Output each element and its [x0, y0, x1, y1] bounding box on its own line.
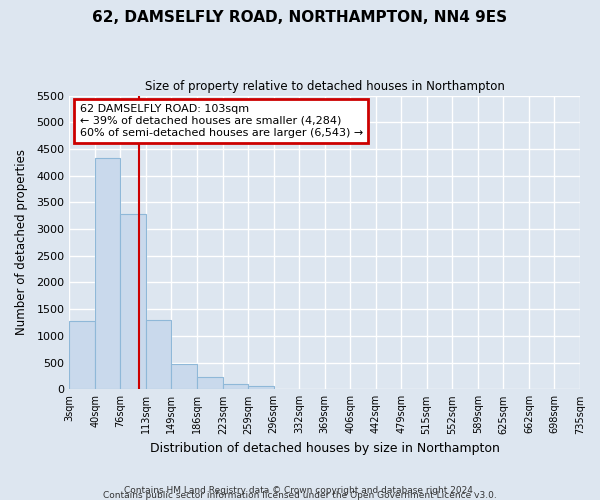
Bar [95, 158, 120, 390]
Text: 62 DAMSELFLY ROAD: 103sqm
← 39% of detached houses are smaller (4,284)
60% of se: 62 DAMSELFLY ROAD: 103sqm ← 39% of detac… [80, 104, 363, 138]
Bar [120, 214, 146, 390]
Bar [70, 322, 95, 390]
Bar [171, 364, 197, 390]
Text: Contains public sector information licensed under the Open Government Licence v3: Contains public sector information licen… [103, 491, 497, 500]
Bar [197, 377, 223, 390]
Y-axis label: Number of detached properties: Number of detached properties [15, 150, 28, 336]
Title: Size of property relative to detached houses in Northampton: Size of property relative to detached ho… [145, 80, 505, 93]
Text: 62, DAMSELFLY ROAD, NORTHAMPTON, NN4 9ES: 62, DAMSELFLY ROAD, NORTHAMPTON, NN4 9ES [92, 10, 508, 25]
Text: Contains HM Land Registry data © Crown copyright and database right 2024.: Contains HM Land Registry data © Crown c… [124, 486, 476, 495]
X-axis label: Distribution of detached houses by size in Northampton: Distribution of detached houses by size … [150, 442, 500, 455]
Bar [223, 384, 248, 390]
Bar [248, 386, 274, 390]
Bar [146, 320, 171, 390]
